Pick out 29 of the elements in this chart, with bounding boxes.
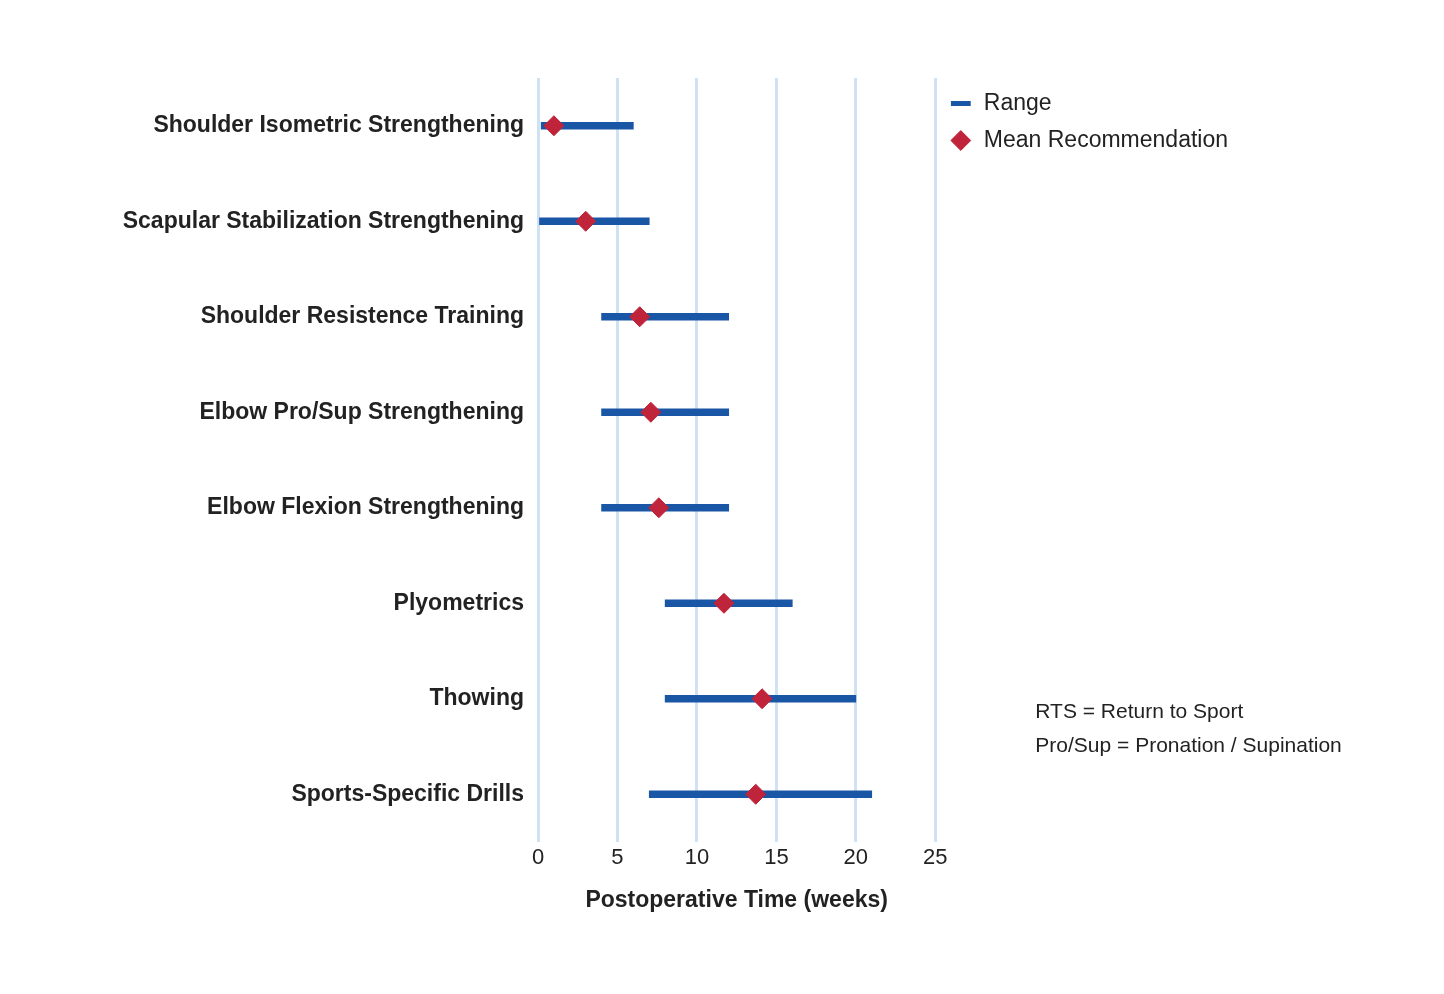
y-tick-label: Shoulder Isometric Strengthening [153, 111, 524, 138]
bar [664, 694, 857, 703]
bar [648, 790, 873, 799]
point [543, 115, 565, 137]
x-axis-title: Postoperative Time (weeks) [585, 885, 888, 912]
x-tick-label: 0 [531, 844, 545, 870]
y-tick-label: Shoulder Resistence Training [200, 302, 524, 329]
point [713, 592, 735, 614]
y-tick-label: Sports-Specific Drills [291, 779, 524, 806]
x-tick-label: 20 [843, 844, 869, 870]
x-tick-label: 25 [923, 844, 948, 870]
legend-label: Mean Recommendation [983, 125, 1228, 152]
point [648, 497, 670, 519]
point [640, 401, 662, 423]
y-tick-label: Plyometrics [393, 588, 524, 615]
legend-label: Range [983, 88, 1052, 115]
x-tick-label: 5 [611, 844, 624, 870]
point [575, 210, 597, 232]
point [751, 688, 773, 710]
y-tick-label: Scapular Stabilization Strengthening [122, 206, 524, 233]
y-tick-label: Elbow Flexion Strengthening [207, 493, 524, 520]
y-tick-label: Thowing [429, 684, 524, 711]
point [745, 783, 767, 805]
x-tick-label: 15 [764, 844, 789, 870]
y-tick-label: Elbow Pro/Sup Strengthening [199, 397, 524, 424]
text: RTS = Return to Sport [1035, 698, 1244, 722]
point [629, 306, 651, 328]
text: Pro/Sup = Pronation / Supination [1035, 732, 1342, 756]
x-tick-label: 10 [684, 844, 710, 870]
